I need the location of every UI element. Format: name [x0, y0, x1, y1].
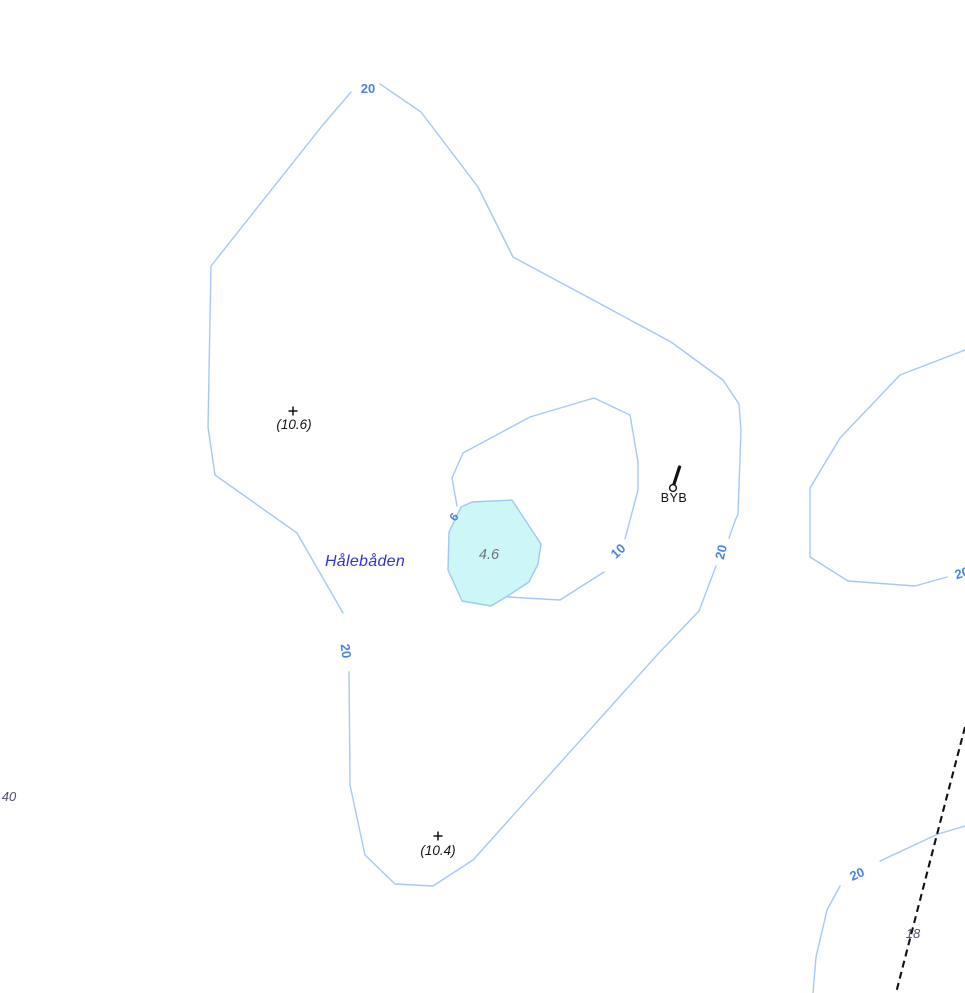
sounding-10-4: (10.4): [420, 843, 455, 858]
contour-label-10: 10: [608, 541, 629, 562]
beacon-label: BYB: [661, 491, 688, 505]
contour-label-20-top: 20: [361, 81, 375, 96]
depth-contour-20-right: [809, 349, 965, 587]
depth-contour-20-bottomright-lower: [812, 885, 841, 993]
contour-label-20-bottomright: 20: [847, 864, 866, 883]
sounding-4-6: 4.6: [479, 547, 500, 563]
depth-contour-20-main-east: [379, 83, 742, 539]
depth-contour-20-main-west: [207, 91, 352, 614]
sounding-10-6: (10.6): [276, 417, 311, 432]
contour-label-20-west: 20: [338, 643, 355, 659]
beacon-base-circle-icon: [668, 483, 678, 493]
depth-contour-10-north: [451, 397, 639, 540]
beacon-spar-icon: [672, 465, 682, 486]
sounding-18: 18: [906, 926, 921, 941]
place-name-halebaden: Hålebåden: [325, 552, 405, 570]
depth-contour-20-bottomright-upper: [879, 825, 965, 862]
rock-cross-10-6: [288, 406, 298, 416]
beacon-symbol: BYB: [661, 465, 688, 505]
contour-label-20-east: 20: [712, 543, 730, 561]
sounding-40: 40: [2, 789, 17, 804]
dashed-boundary-line: [894, 726, 965, 993]
shallow-area-6m: [447, 499, 542, 607]
rock-cross-10-4: [433, 831, 443, 841]
contour-label-20-rightedge: 20: [953, 564, 965, 583]
depth-contour-20-main-south: [348, 565, 717, 887]
depth-contour-10-south: [507, 571, 605, 601]
